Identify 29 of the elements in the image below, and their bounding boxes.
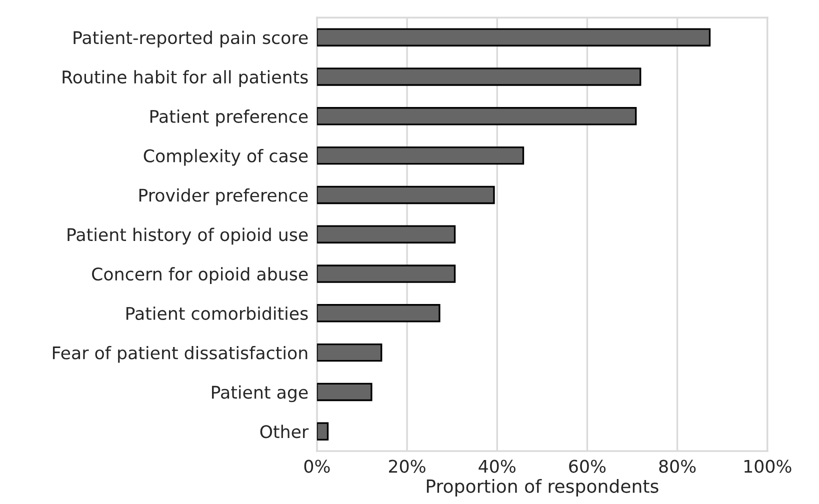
bar <box>316 264 456 283</box>
bar <box>316 225 456 244</box>
x-tick-label: 40% <box>478 460 516 473</box>
bar <box>316 343 382 362</box>
bar <box>316 146 524 165</box>
x-tick-label: 80% <box>659 460 696 473</box>
bar <box>316 422 329 440</box>
y-tick-label: Other <box>260 424 309 438</box>
bar <box>316 304 440 322</box>
y-tick-label: Patient-reported pain score <box>74 30 308 48</box>
y-tick-label: Concern for opioid abuse <box>92 267 308 284</box>
y-tick-label: Patient preference <box>150 110 308 126</box>
y-tick-label: Patient history of opioid use <box>68 228 308 245</box>
x-tick-label: 100% <box>744 460 792 473</box>
x-tick-label: 60% <box>569 460 606 473</box>
bar <box>316 68 642 86</box>
y-tick-label: Provider preference <box>139 188 308 206</box>
x-tick-label: 0% <box>304 460 330 473</box>
x-tick-label: 20% <box>389 460 426 473</box>
x-axis-title: Proportion of respondents <box>426 478 658 496</box>
bar <box>316 28 711 46</box>
y-tick-label: Patient age <box>212 385 308 402</box>
bar <box>316 107 637 126</box>
y-tick-label: Complexity of case <box>144 148 308 166</box>
y-tick-label: Patient comorbidities <box>126 306 308 320</box>
bar <box>316 382 372 402</box>
y-tick-label: Fear of patient dissatisfaction <box>52 346 308 363</box>
y-tick-label: Routine habit for all patients <box>62 70 308 87</box>
bar <box>316 186 495 204</box>
